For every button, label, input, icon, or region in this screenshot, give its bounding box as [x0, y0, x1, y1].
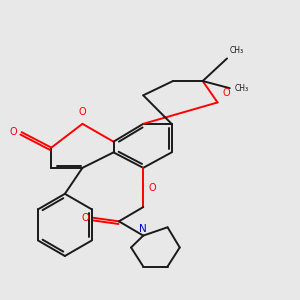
Text: O: O [10, 127, 17, 137]
Text: CH₃: CH₃ [234, 84, 248, 93]
Text: CH₃: CH₃ [230, 46, 244, 56]
Text: N: N [140, 224, 147, 234]
Text: O: O [222, 88, 230, 98]
Text: O: O [148, 183, 156, 193]
Text: O: O [79, 107, 86, 117]
Text: O: O [81, 213, 89, 223]
